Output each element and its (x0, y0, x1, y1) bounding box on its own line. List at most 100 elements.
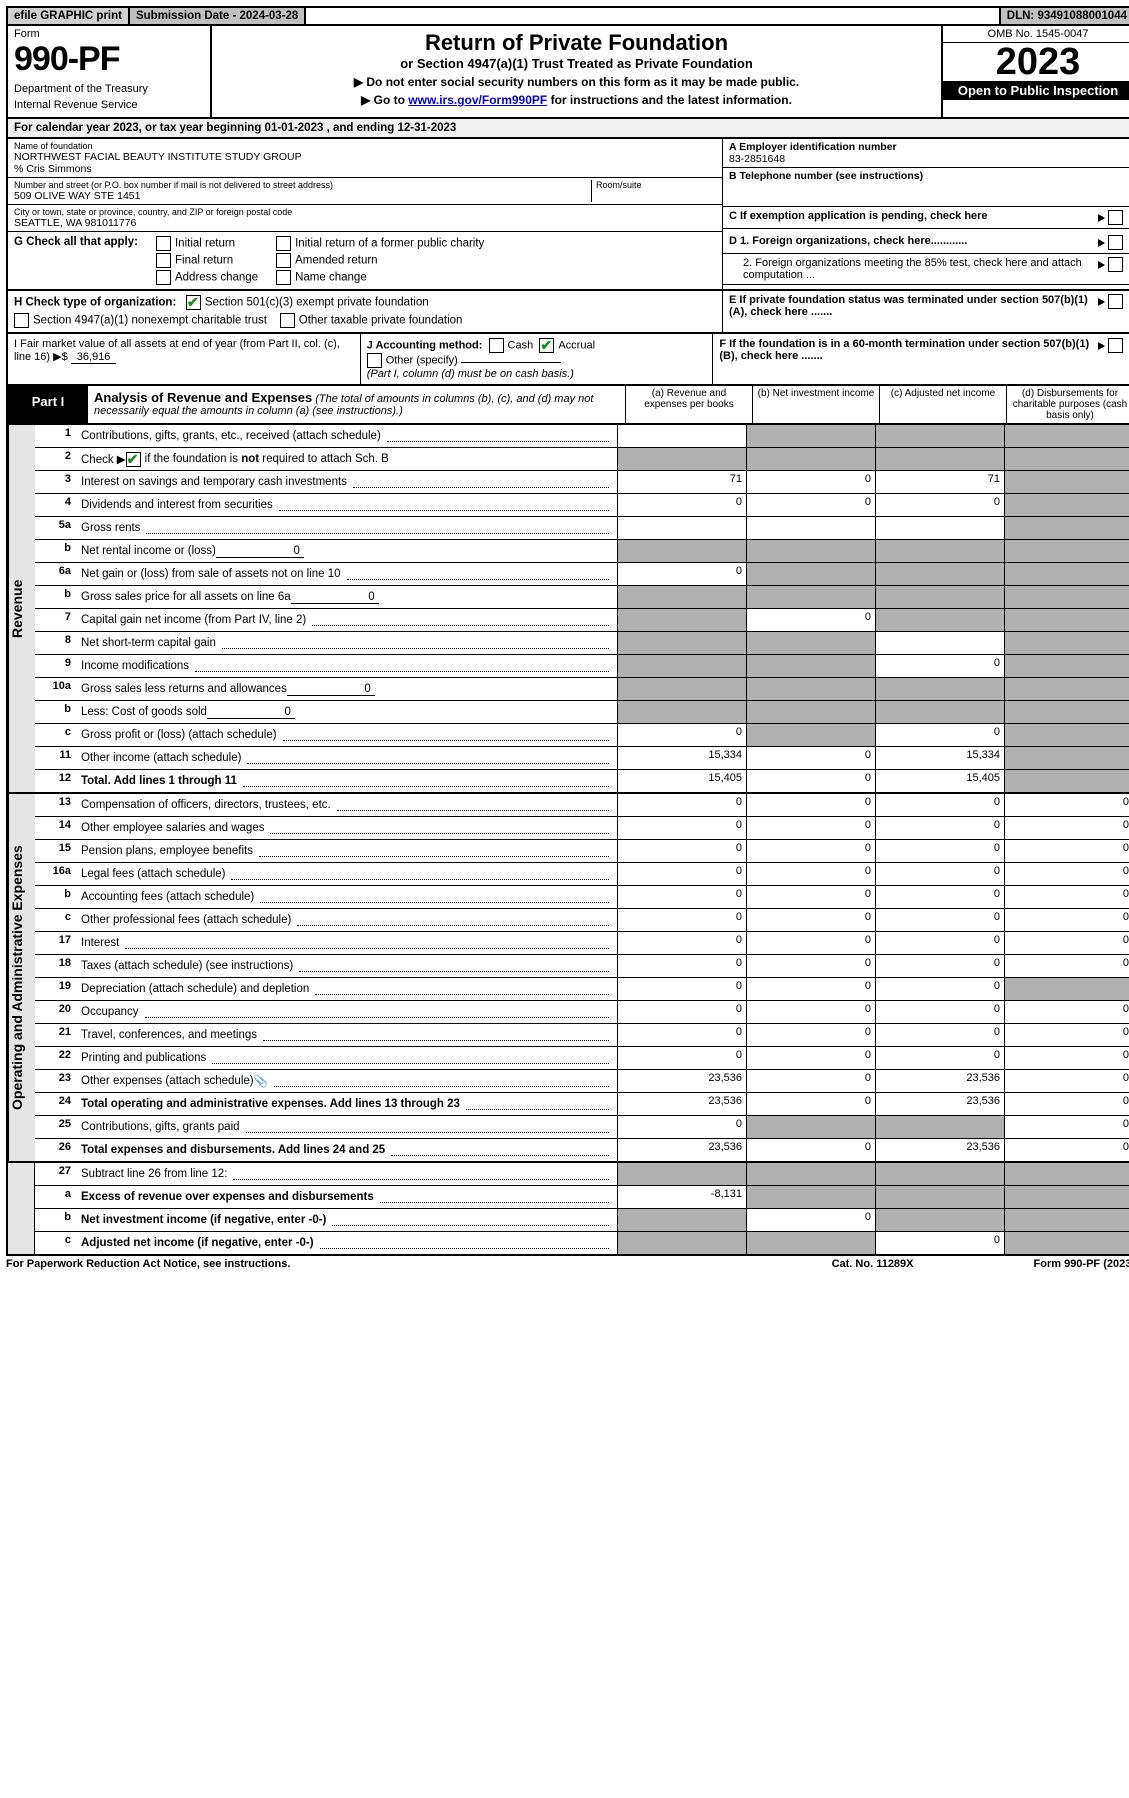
g-opt-4: Amended return (295, 255, 377, 267)
phone-cell: B Telephone number (see instructions) (723, 168, 1129, 207)
h-label: H Check type of organization: (14, 297, 176, 309)
checkbox-h2[interactable] (14, 313, 29, 328)
line-number: a (35, 1186, 77, 1208)
cell-a (617, 517, 746, 539)
cell-b (746, 655, 875, 677)
line-number: 11 (35, 747, 77, 769)
line-description: Net gain or (loss) from sale of assets n… (77, 563, 617, 585)
h-opt-2: Section 4947(a)(1) nonexempt charitable … (33, 315, 267, 327)
form-word: Form (14, 28, 204, 40)
j-note: (Part I, column (d) must be on cash basi… (367, 368, 574, 380)
cell-b: 0 (746, 978, 875, 1000)
cell-a: 0 (617, 1116, 746, 1138)
checkbox-h3[interactable] (280, 313, 295, 328)
table-row: 13Compensation of officers, directors, t… (35, 794, 1129, 817)
checkbox-final[interactable] (156, 253, 171, 268)
inline-value: 0 (287, 683, 375, 696)
cell-d (1004, 609, 1129, 631)
cell-b (746, 701, 875, 723)
cell-c: 0 (875, 909, 1004, 931)
cell-d (1004, 494, 1129, 516)
cell-b (746, 632, 875, 654)
cell-a (617, 701, 746, 723)
cell-a: -8,131 (617, 1186, 746, 1208)
checkbox-cash[interactable] (489, 338, 504, 353)
table-row: 26Total expenses and disbursements. Add … (35, 1139, 1129, 1161)
checkbox-c[interactable] (1108, 210, 1123, 225)
arrow-icon (1098, 239, 1105, 247)
cell-c: 0 (875, 724, 1004, 746)
j-accrual: Accrual (558, 339, 595, 351)
footer-right: Form 990-PF (2023) (1034, 1258, 1129, 1270)
attachment-icon[interactable]: 📎 (254, 1074, 268, 1088)
cell-d: 0 (1004, 863, 1129, 885)
i-value: 36,916 (71, 351, 117, 364)
cell-d: 0 (1004, 955, 1129, 977)
expenses-section: Operating and Administrative Expenses 13… (6, 794, 1129, 1163)
g-opt-5: Name change (295, 272, 367, 284)
table-row: 9Income modifications0 (35, 655, 1129, 678)
cell-d: 0 (1004, 1001, 1129, 1023)
cell-b (746, 678, 875, 700)
inline-value: 0 (291, 591, 379, 604)
line-number: c (35, 909, 77, 931)
cell-c (875, 540, 1004, 562)
checkbox-name[interactable] (276, 270, 291, 285)
cell-c: 0 (875, 932, 1004, 954)
line-number: 8 (35, 632, 77, 654)
checkbox-schb[interactable] (126, 452, 141, 467)
note-pre: ▶ Go to (361, 93, 408, 107)
note-ssn: ▶ Do not enter social security numbers o… (218, 75, 935, 89)
g-opt-3: Initial return of a former public charit… (295, 238, 484, 250)
form-header: Form 990-PF Department of the Treasury I… (6, 26, 1129, 119)
cell-b (746, 448, 875, 470)
cell-c (875, 1209, 1004, 1231)
cell-b: 0 (746, 840, 875, 862)
checkbox-h1[interactable] (186, 295, 201, 310)
line-description: Total. Add lines 1 through 11 (77, 770, 617, 792)
cell-a: 23,536 (617, 1093, 746, 1115)
cell-c: 0 (875, 1047, 1004, 1069)
g-opt-1: Final return (175, 255, 233, 267)
checkbox-d1[interactable] (1108, 235, 1123, 250)
line-description: Contributions, gifts, grants paid (77, 1116, 617, 1138)
checkbox-e[interactable] (1108, 294, 1123, 309)
form-link[interactable]: www.irs.gov/Form990PF (408, 93, 547, 107)
cell-c (875, 678, 1004, 700)
c-row: C If exemption application is pending, c… (723, 207, 1129, 229)
cell-d (1004, 724, 1129, 746)
checkbox-other[interactable] (367, 353, 382, 368)
checkbox-former[interactable] (276, 236, 291, 251)
cell-b: 0 (746, 1070, 875, 1092)
cell-c: 0 (875, 840, 1004, 862)
cell-c: 0 (875, 794, 1004, 816)
checkbox-f[interactable] (1108, 338, 1123, 353)
arrow-icon (1098, 214, 1105, 222)
b-label: B Telephone number (see instructions) (729, 170, 923, 182)
inline-value: 0 (207, 706, 295, 719)
table-row: 19Depreciation (attach schedule) and dep… (35, 978, 1129, 1001)
line-number: 7 (35, 609, 77, 631)
efile-label: efile GRAPHIC print (8, 8, 130, 24)
checkbox-accrual[interactable] (539, 338, 554, 353)
table-row: 7Capital gain net income (from Part IV, … (35, 609, 1129, 632)
cell-a: 0 (617, 863, 746, 885)
checkbox-d2[interactable] (1108, 257, 1123, 272)
line-number: b (35, 1209, 77, 1231)
line-number: 16a (35, 863, 77, 885)
line-number: 1 (35, 425, 77, 447)
j-label: J Accounting method: (367, 339, 483, 351)
line-description: Gross sales less returns and allowances0 (77, 678, 617, 700)
line-description: Net rental income or (loss)0 (77, 540, 617, 562)
checkbox-initial[interactable] (156, 236, 171, 251)
j-other: Other (specify) (386, 354, 458, 366)
checkbox-address[interactable] (156, 270, 171, 285)
table-row: bAccounting fees (attach schedule)0000 (35, 886, 1129, 909)
line-number: 9 (35, 655, 77, 677)
form-title: Return of Private Foundation (218, 30, 935, 56)
table-row: 4Dividends and interest from securities0… (35, 494, 1129, 517)
cell-b: 0 (746, 886, 875, 908)
table-row: 11Other income (attach schedule)15,33401… (35, 747, 1129, 770)
foundation-name: NORTHWEST FACIAL BEAUTY INSTITUTE STUDY … (14, 151, 716, 163)
checkbox-amended[interactable] (276, 253, 291, 268)
